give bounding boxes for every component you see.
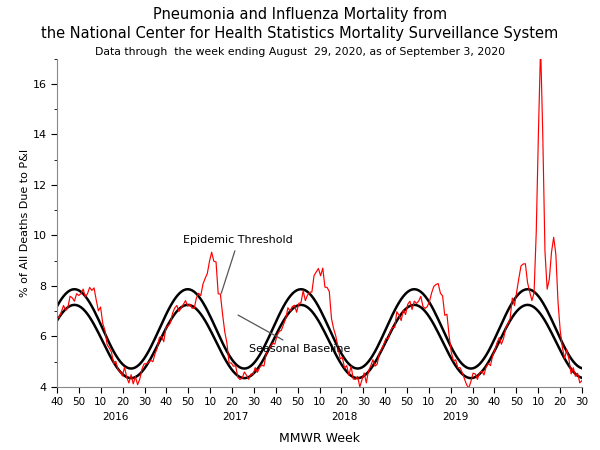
Text: 2018: 2018 — [331, 412, 358, 422]
Y-axis label: % of All Deaths Due to P&I: % of All Deaths Due to P&I — [20, 148, 29, 297]
Text: Pneumonia and Influenza Mortality from: Pneumonia and Influenza Mortality from — [153, 7, 447, 22]
Text: 2017: 2017 — [223, 412, 249, 422]
Text: Epidemic Threshold: Epidemic Threshold — [184, 235, 293, 293]
X-axis label: MMWR Week: MMWR Week — [279, 432, 360, 446]
Text: Data through  the week ending August  29, 2020, as of September 3, 2020: Data through the week ending August 29, … — [95, 47, 505, 57]
Text: 2016: 2016 — [103, 412, 129, 422]
Text: the National Center for Health Statistics Mortality Surveillance System: the National Center for Health Statistic… — [41, 26, 559, 41]
Text: Seasonal Baseline: Seasonal Baseline — [238, 315, 350, 354]
Text: 2019: 2019 — [442, 412, 469, 422]
